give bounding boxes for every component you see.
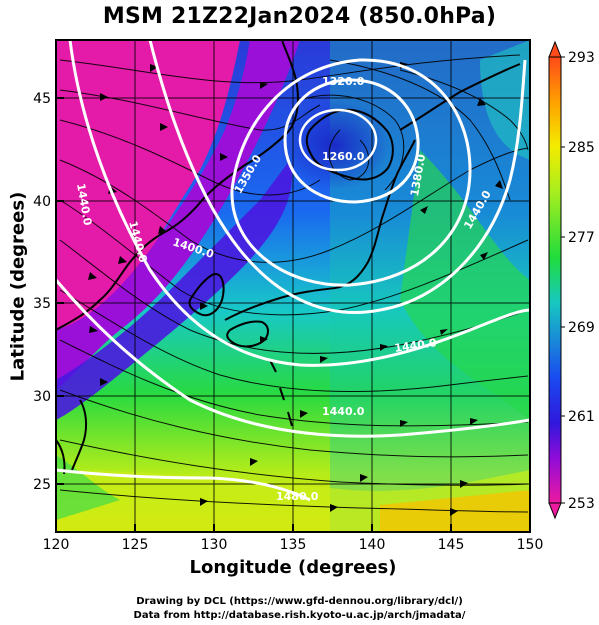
y-tick-label: 25: [33, 477, 51, 493]
contour-label: 1440.0: [394, 336, 438, 355]
y-axis-ticks: [56, 97, 64, 485]
colorbar-top-arrow: [548, 40, 562, 58]
x-tick-label: 135: [280, 537, 307, 553]
x-tick-label: 140: [359, 537, 386, 553]
y-tick-label: 35: [33, 296, 51, 312]
y-tick-label: 40: [33, 194, 51, 210]
wind-arrowheads: [88, 62, 503, 516]
graticule: [56, 40, 530, 532]
y-tick-label: 45: [33, 91, 51, 107]
contour-label: 1440.0: [322, 405, 365, 418]
y-tick-labels: 25 30 35 40 45: [33, 91, 51, 493]
colorbar-bottom-arrow: [548, 502, 562, 520]
x-tick-label: 145: [438, 537, 465, 553]
y-tick-label: 30: [33, 389, 51, 405]
colorbar-scale: [548, 56, 562, 504]
x-tick-labels: 120 125 130 135 140 145 150: [43, 537, 544, 553]
colorbar-tick-label: 269: [568, 320, 595, 336]
x-axis-ticks: [55, 524, 531, 532]
data-credit: Data from http://database.rish.kyoto-u.a…: [133, 610, 466, 621]
contour-label: 1480.0: [276, 490, 319, 503]
x-tick-label: 120: [43, 537, 70, 553]
chart-title: MSM 21Z22Jan2024 (850.0hPa): [102, 4, 497, 29]
x-axis-label: Longitude (degrees): [189, 557, 397, 578]
drawing-credit: Drawing by DCL (https://www.gfd-dennou.o…: [136, 596, 463, 607]
x-tick-label: 130: [201, 537, 228, 553]
x-tick-label: 125: [122, 537, 149, 553]
colorbar-tick-label: 253: [568, 496, 595, 512]
y-axis-label: Latitude (degrees): [7, 191, 29, 382]
contour-label: 1320.0: [322, 75, 365, 88]
map-plot-area: 1320.0 1260.0 1350.0 1380.0 1400.0 1440.…: [56, 40, 530, 532]
colorbar-tick-label: 261: [568, 409, 595, 425]
contour-label: 1260.0: [322, 150, 365, 163]
height-contours: [56, 40, 530, 502]
colorbar-tick-label: 277: [568, 230, 595, 246]
x-tick-label: 150: [517, 537, 544, 553]
colorbar: 293 285 277 269 261 253: [548, 40, 595, 520]
colorbar-tick-label: 285: [568, 140, 595, 156]
colorbar-tick-label: 293: [568, 50, 595, 66]
